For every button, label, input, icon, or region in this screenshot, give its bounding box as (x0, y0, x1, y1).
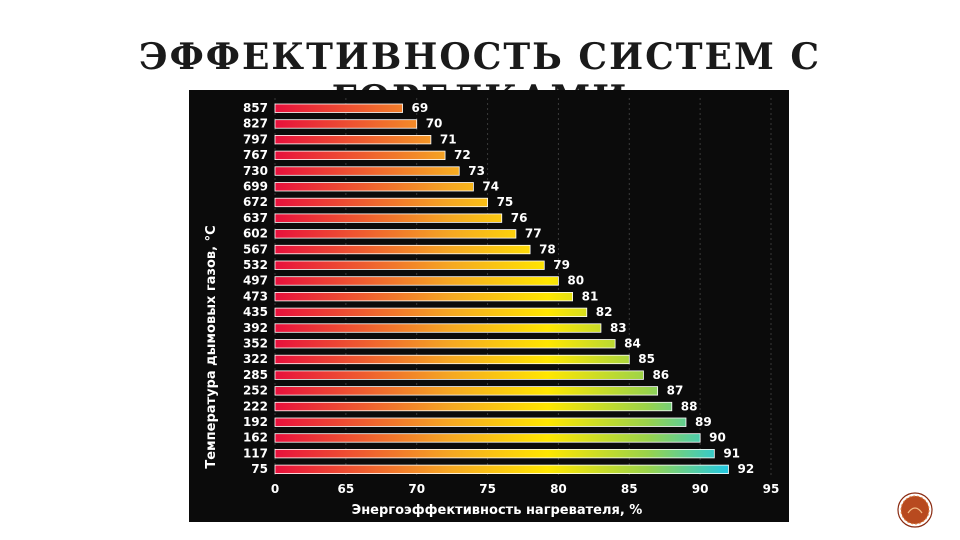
bar-value-label: 88 (681, 399, 698, 413)
y-category-label: 602 (243, 227, 268, 241)
bar-value-label: 86 (652, 368, 669, 382)
bar-value-label: 77 (525, 227, 542, 241)
bar-value-label: 71 (440, 132, 457, 146)
bar (274, 370, 644, 380)
bar (274, 448, 715, 459)
y-category-label: 75 (251, 462, 268, 476)
bar-value-label: 82 (596, 305, 613, 319)
bar (274, 103, 403, 113)
x-tick-label: 80 (550, 482, 567, 496)
y-category-label: 473 (243, 289, 268, 303)
x-axis-title: Энергоэффективность нагревателя, % (352, 503, 643, 518)
bar-value-label: 78 (539, 242, 556, 256)
bar (274, 276, 559, 286)
bar (274, 417, 687, 427)
bar (274, 260, 545, 270)
y-category-label: 767 (243, 148, 268, 162)
y-category-label: 567 (243, 242, 268, 256)
bar-value-label: 91 (723, 446, 740, 460)
bar (274, 307, 588, 318)
bar (274, 464, 729, 475)
y-category-label: 222 (243, 399, 268, 413)
x-tick-label: 70 (408, 482, 425, 496)
bar (274, 119, 418, 129)
bar-value-label: 83 (610, 321, 627, 335)
y-category-label: 117 (243, 446, 268, 460)
y-category-label: 797 (243, 132, 268, 146)
x-tick-label: 85 (621, 482, 638, 496)
logo-seal-icon (896, 491, 934, 529)
bar (274, 323, 602, 333)
bar-value-label: 70 (426, 117, 443, 131)
bar (274, 135, 432, 145)
bar-value-label: 74 (482, 180, 499, 194)
y-category-label: 699 (243, 180, 268, 194)
bar-value-label: 84 (624, 337, 641, 351)
y-category-label: 435 (243, 305, 268, 319)
y-category-label: 637 (243, 211, 268, 225)
y-category-label: 285 (243, 368, 268, 382)
bar (274, 150, 446, 160)
bar (274, 244, 531, 255)
bar (274, 197, 488, 208)
bar (274, 354, 630, 365)
bar (274, 213, 503, 223)
x-tick-label: 90 (692, 482, 709, 496)
labels: 0 65 70 75 80 85 90 95 857 69 827 70 797 71 767 72 730 73… (243, 101, 779, 496)
bar-value-label: 90 (709, 431, 726, 445)
bar (274, 166, 460, 176)
bar-value-label: 80 (567, 274, 584, 288)
x-tick-label: 75 (479, 482, 496, 496)
bar-value-label: 79 (553, 258, 570, 272)
bar-value-label: 76 (511, 211, 528, 225)
bar-value-label: 81 (582, 289, 599, 303)
bar-value-label: 75 (497, 195, 514, 209)
bar-value-label: 89 (695, 415, 712, 429)
bar (274, 182, 474, 192)
y-category-label: 322 (243, 352, 268, 366)
bar-value-label: 72 (454, 148, 471, 162)
bar (274, 401, 673, 412)
bar (274, 433, 701, 443)
y-category-label: 857 (243, 101, 268, 115)
x-tick-label: 0 (271, 482, 279, 496)
y-category-label: 392 (243, 321, 268, 335)
bar (274, 339, 616, 349)
bar (274, 291, 574, 302)
y-category-label: 497 (243, 274, 268, 288)
y-category-label: 827 (243, 117, 268, 131)
y-axis-title: Температура дымовых газов, °С (204, 225, 219, 468)
y-category-label: 192 (243, 415, 268, 429)
bar-value-label: 92 (737, 462, 754, 476)
y-category-label: 162 (243, 431, 268, 445)
y-category-label: 532 (243, 258, 268, 272)
y-category-label: 252 (243, 384, 268, 398)
bar (274, 229, 517, 239)
bars (274, 103, 729, 475)
bar-value-label: 85 (638, 352, 655, 366)
y-category-label: 352 (243, 337, 268, 351)
x-tick-label: 95 (763, 482, 780, 496)
bar-value-label: 87 (667, 384, 684, 398)
bar-chart: 0 65 70 75 80 85 90 95 857 69 827 70 797 71 767 72 730 73… (204, 98, 779, 518)
x-tick-label: 65 (338, 482, 355, 496)
bar-value-label: 73 (468, 164, 485, 178)
grid-lines (274, 98, 772, 478)
bar-value-label: 69 (412, 101, 429, 115)
y-category-label: 672 (243, 195, 268, 209)
bar (274, 386, 659, 396)
chart-panel: 0 65 70 75 80 85 90 95 857 69 827 70 797 71 767 72 730 73… (189, 90, 789, 522)
y-category-label: 730 (243, 164, 268, 178)
